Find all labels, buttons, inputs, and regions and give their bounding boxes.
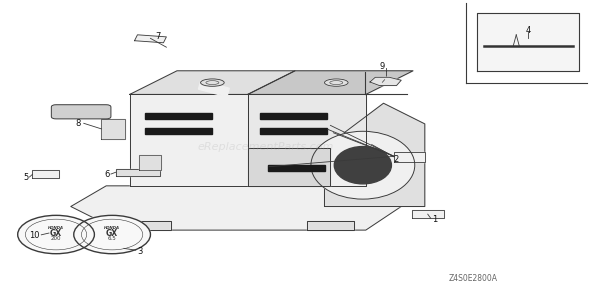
Polygon shape — [324, 103, 425, 206]
Bar — [101, 119, 125, 139]
Text: 1: 1 — [432, 215, 437, 224]
Polygon shape — [130, 94, 248, 186]
Text: GX: GX — [50, 229, 62, 237]
Polygon shape — [248, 148, 330, 186]
Text: 5: 5 — [24, 173, 28, 182]
Text: 8: 8 — [76, 119, 81, 128]
Bar — [145, 128, 212, 134]
Text: eReplacementParts.com: eReplacementParts.com — [197, 142, 334, 153]
Bar — [145, 113, 212, 119]
Bar — [116, 169, 160, 176]
Polygon shape — [135, 35, 166, 43]
Bar — [260, 113, 327, 119]
Bar — [394, 152, 425, 162]
Circle shape — [74, 215, 150, 254]
Polygon shape — [248, 71, 413, 94]
Ellipse shape — [324, 79, 348, 86]
Polygon shape — [130, 71, 295, 94]
Text: 6: 6 — [104, 170, 110, 179]
Text: 9: 9 — [379, 63, 384, 71]
Bar — [477, 13, 579, 71]
Text: 3: 3 — [137, 247, 143, 256]
Ellipse shape — [335, 147, 391, 184]
Polygon shape — [124, 221, 171, 230]
Bar — [412, 210, 444, 218]
Bar — [268, 165, 324, 171]
Circle shape — [18, 215, 94, 254]
Text: HONDA: HONDA — [104, 226, 120, 230]
Text: 6.5: 6.5 — [108, 236, 116, 241]
Ellipse shape — [201, 79, 224, 86]
Ellipse shape — [311, 131, 415, 199]
Bar — [198, 81, 230, 97]
Text: Z4S0E2800A: Z4S0E2800A — [448, 274, 497, 283]
Text: GX: GX — [106, 229, 118, 237]
Polygon shape — [248, 94, 366, 186]
Polygon shape — [71, 186, 401, 230]
Text: 2: 2 — [394, 155, 399, 164]
Bar — [260, 128, 327, 134]
FancyBboxPatch shape — [51, 105, 111, 119]
Polygon shape — [307, 221, 354, 230]
Bar — [32, 170, 59, 178]
Polygon shape — [370, 77, 401, 86]
Text: 200: 200 — [51, 236, 61, 241]
Text: 4: 4 — [526, 26, 530, 35]
Bar — [139, 155, 161, 170]
Text: 10: 10 — [29, 232, 40, 240]
Text: 7: 7 — [155, 32, 161, 41]
Text: HONDA: HONDA — [48, 226, 64, 230]
